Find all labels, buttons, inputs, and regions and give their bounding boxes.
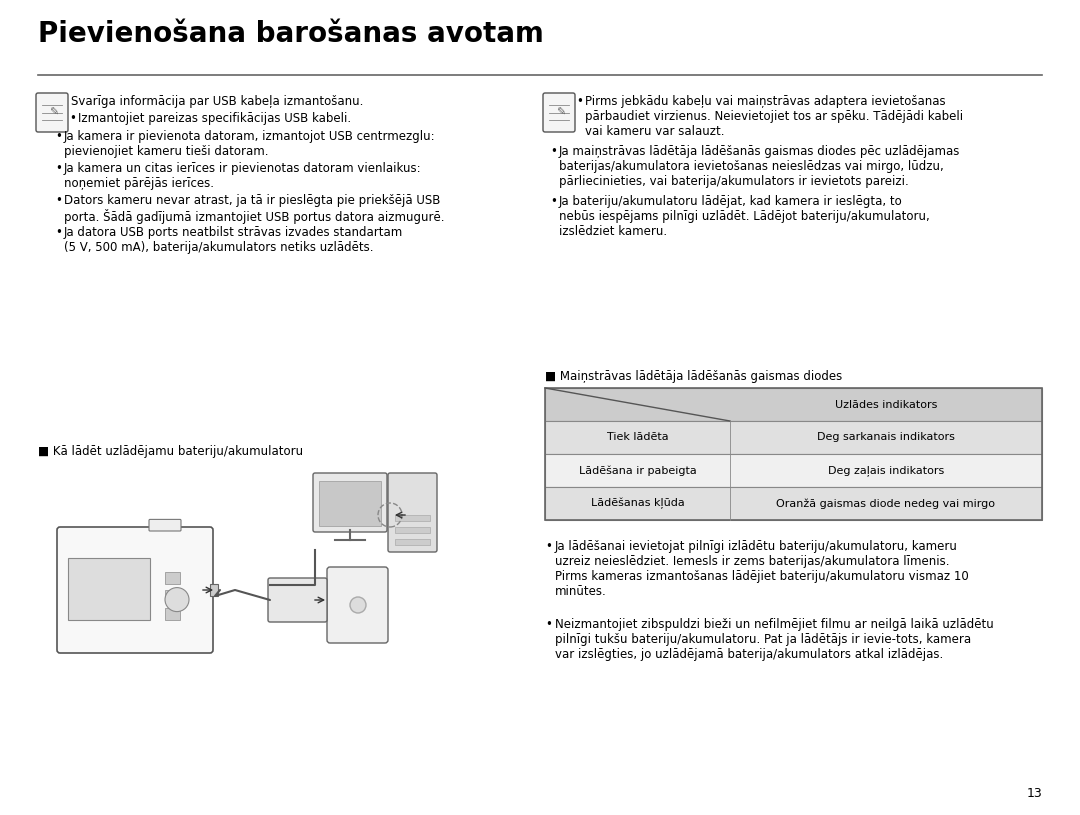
- FancyBboxPatch shape: [268, 578, 327, 622]
- Text: Deg sarkanais indikators: Deg sarkanais indikators: [818, 433, 955, 443]
- Circle shape: [350, 597, 366, 613]
- Text: Deg zaļais indikators: Deg zaļais indikators: [828, 465, 944, 476]
- Bar: [210, 584, 218, 596]
- Text: Ja maiņstrāvas lādētāja lādēšanās gaismas diodes pēc uzlādējamas
baterijas/akumu: Ja maiņstrāvas lādētāja lādēšanās gaisma…: [559, 145, 960, 188]
- Text: •: •: [55, 194, 62, 207]
- Text: ■ Maiņstrāvas lādētāja lādēšanās gaismas diodes: ■ Maiņstrāvas lādētāja lādēšanās gaismas…: [545, 370, 842, 383]
- Bar: [395, 515, 430, 521]
- Text: Ja lādēšanai ievietojat pilnīgi izlādētu bateriju/akumulatoru, kameru
uzreiz nei: Ja lādēšanai ievietojat pilnīgi izlādētu…: [555, 540, 969, 598]
- Text: Ja kamera un citas ierīces ir pievienotas datoram vienlaikus:
noņemiet pārējās i: Ja kamera un citas ierīces ir pievienota…: [64, 162, 421, 190]
- Text: •: •: [69, 112, 76, 125]
- Bar: [545, 487, 1042, 520]
- Bar: [395, 539, 430, 545]
- Bar: [319, 481, 381, 526]
- Text: ■ Kā lādēt uzlādējamu bateriju/akumulatoru: ■ Kā lādēt uzlādējamu bateriju/akumulato…: [38, 445, 303, 458]
- Bar: [545, 454, 1042, 487]
- Text: •: •: [55, 162, 62, 175]
- FancyBboxPatch shape: [327, 567, 388, 643]
- Text: •: •: [545, 540, 552, 553]
- Text: Neizmantojiet zibspuldzi bieži un nefilmējiet filmu ar neilgā laikā uzlādētu
pil: Neizmantojiet zibspuldzi bieži un nefilm…: [555, 618, 994, 661]
- Text: •: •: [55, 226, 62, 239]
- FancyBboxPatch shape: [388, 473, 437, 552]
- FancyBboxPatch shape: [149, 519, 181, 531]
- Bar: [165, 572, 180, 584]
- Text: Lādēšana ir pabeigta: Lādēšana ir pabeigta: [579, 465, 697, 476]
- Text: •: •: [576, 95, 583, 108]
- Text: Pirms jebkādu kabeļu vai maiņstrāvas adaptera ievietošanas
pārbaudiet virzienus.: Pirms jebkādu kabeļu vai maiņstrāvas ada…: [585, 95, 963, 138]
- Bar: [395, 527, 430, 533]
- Text: Uzlādes indikators: Uzlādes indikators: [835, 399, 937, 409]
- Text: •: •: [550, 195, 557, 208]
- Bar: [545, 388, 1042, 421]
- Circle shape: [165, 588, 189, 611]
- Text: •: •: [55, 130, 62, 143]
- Text: Ja kamera ir pievienota datoram, izmantojot USB centrmezglu:
pievienojiet kameru: Ja kamera ir pievienota datoram, izmanto…: [64, 130, 435, 158]
- Bar: [165, 590, 180, 602]
- Text: •: •: [545, 618, 552, 631]
- Text: ✎: ✎: [556, 108, 565, 117]
- Text: Ja datora USB ports neatbilst strāvas izvades standartam
(5 V, 500 mA), baterija: Ja datora USB ports neatbilst strāvas iz…: [64, 226, 403, 254]
- Bar: [165, 608, 180, 620]
- Text: Dators kameru nevar atrast, ja tā ir pieslēgta pie priekšējā USB
porta. Šādā gad: Dators kameru nevar atrast, ja tā ir pie…: [64, 194, 445, 224]
- Bar: [67, 557, 150, 620]
- FancyBboxPatch shape: [57, 527, 213, 653]
- Text: •: •: [550, 145, 557, 158]
- FancyBboxPatch shape: [36, 93, 68, 132]
- Bar: [545, 421, 1042, 454]
- Text: Lādēšanas kļūda: Lādēšanas kļūda: [591, 498, 685, 509]
- FancyBboxPatch shape: [313, 473, 387, 532]
- Text: Izmantojiet pareizas specifikācijas USB kabeli.: Izmantojiet pareizas specifikācijas USB …: [78, 112, 351, 125]
- Text: Ja bateriju/akumulatoru lādējat, kad kamera ir ieslēgta, to
nebūs iespējams piln: Ja bateriju/akumulatoru lādējat, kad kam…: [559, 195, 930, 238]
- Text: Tiek lādēta: Tiek lādēta: [607, 433, 669, 443]
- Text: Oranžā gaismas diode nedeg vai mirgo: Oranžā gaismas diode nedeg vai mirgo: [777, 498, 996, 509]
- Text: Pievienošana barošanas avotam: Pievienošana barošanas avotam: [38, 20, 544, 48]
- Text: Svarīga informācija par USB kabeļa izmantošanu.: Svarīga informācija par USB kabeļa izman…: [71, 95, 363, 108]
- Text: ✎: ✎: [49, 108, 58, 117]
- Text: 13: 13: [1026, 787, 1042, 800]
- FancyBboxPatch shape: [543, 93, 575, 132]
- Bar: [545, 388, 1042, 520]
